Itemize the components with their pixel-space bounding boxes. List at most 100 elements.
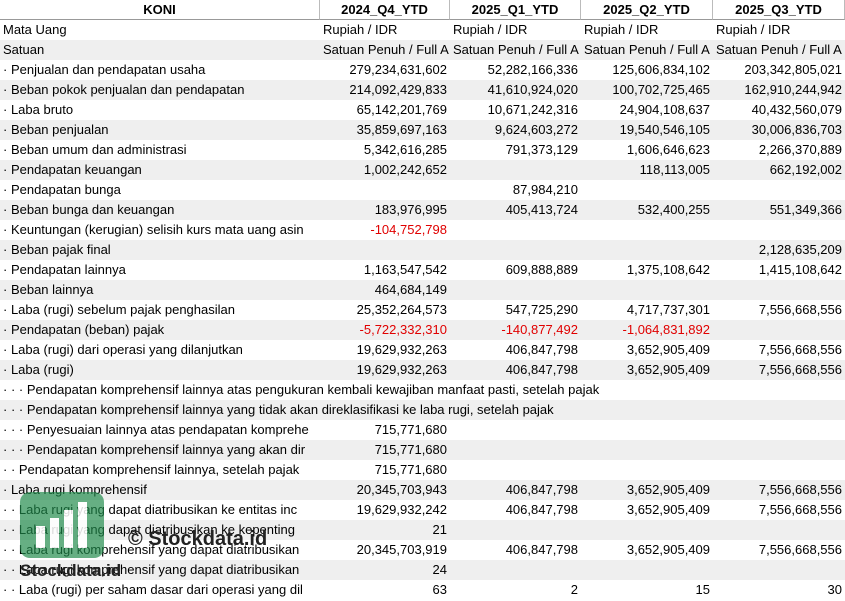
row-label: · · · Pendapatan komprehensif lainnya at…	[3, 382, 600, 397]
value-cell: 65,142,201,769	[356, 102, 447, 117]
table-row: · Laba (rugi) 19,629,932,263 406,847,798 3,…	[0, 360, 845, 380]
table-row: · · Laba rugi komprehensif yang dapat di…	[0, 540, 845, 560]
value-cell: 464,684,149	[374, 282, 447, 297]
watermark-logo	[20, 492, 104, 558]
value-cell: 406,847,798	[505, 362, 578, 377]
row-label: · Beban pajak final	[3, 242, 111, 257]
value-cell: 279,234,631,602	[349, 62, 447, 77]
table-row: · Pendapatan (beban) pajak -5,722,332,310…	[0, 320, 845, 340]
value-cell: 30	[827, 582, 842, 597]
value-cell: 25,352,264,573	[356, 302, 447, 317]
value-cell: 19,629,932,263	[356, 362, 447, 377]
value-cell: 2,128,635,209	[758, 242, 842, 257]
row-label: · · Laba rugi komprehensif yang dapat di…	[3, 562, 300, 577]
value-cell: -1,064,831,892	[622, 322, 710, 337]
value-cell: 662,192,002	[769, 162, 842, 177]
value-cell: Rupiah / IDR	[453, 22, 528, 37]
value-cell: 1,415,108,642	[758, 262, 842, 277]
value-cell: 21	[432, 522, 447, 537]
row-label: · Beban umum dan administrasi	[3, 142, 187, 157]
value-cell: 547,725,290	[505, 302, 578, 317]
value-cell: 406,847,798	[505, 342, 578, 357]
value-cell: 5,342,616,285	[363, 142, 447, 157]
value-cell: 7,556,668,556	[758, 362, 842, 377]
value-cell: 715,771,680	[374, 442, 447, 457]
value-cell: 20,345,703,919	[356, 542, 447, 557]
value-cell: 1,606,646,623	[626, 142, 710, 157]
value-cell: 791,373,129	[505, 142, 578, 157]
value-cell: 3,652,905,409	[626, 482, 710, 497]
row-label: Mata Uang	[3, 22, 67, 37]
value-cell: -140,877,492	[501, 322, 578, 337]
value-cell: 7,556,668,556	[758, 302, 842, 317]
value-cell: 10,671,242,316	[487, 102, 578, 117]
row-label: · Pendapatan lainnya	[3, 262, 126, 277]
table-row: Satuan Satuan Penuh / Full A Satuan Penuh …	[0, 40, 845, 60]
value-cell: 715,771,680	[374, 422, 447, 437]
value-cell: 406,847,798	[505, 542, 578, 557]
table-row: · · · Penyesuaian lainnya atas pendapata…	[0, 420, 845, 440]
row-label: · Laba (rugi)	[3, 362, 74, 377]
table-row: · Laba bruto 65,142,201,769 10,671,242,316…	[0, 100, 845, 120]
value-cell: Satuan Penuh / Full A	[323, 42, 449, 57]
watermark-text: © Stockdata.id	[128, 528, 268, 550]
table-row: · Penjualan dan pendapatan usaha 279,234,…	[0, 60, 845, 80]
row-label: · Beban penjualan	[3, 122, 109, 137]
row-label: · Laba bruto	[3, 102, 74, 117]
table-row: · Beban pajak final 2,128,635,209	[0, 240, 845, 260]
row-label: · Beban pokok penjualan dan pendapatan	[3, 82, 245, 97]
value-cell: 15	[695, 582, 710, 597]
value-cell: 52,282,166,336	[487, 62, 578, 77]
table-row: Mata Uang Rupiah / IDR Rupiah / IDR Rupiah …	[0, 20, 845, 40]
value-cell: 7,556,668,556	[758, 482, 842, 497]
value-cell: 609,888,889	[505, 262, 578, 277]
table-row: · Pendapatan keuangan 1,002,242,652 118,11…	[0, 160, 845, 180]
value-cell: 9,624,603,272	[494, 122, 578, 137]
value-cell: 551,349,366	[769, 202, 842, 217]
value-cell: 100,702,725,465	[612, 82, 710, 97]
value-cell: 3,652,905,409	[626, 342, 710, 357]
table-row: · · Laba (rugi) per saham dasar dari ope…	[0, 580, 845, 600]
table-row: · · · Pendapatan komprehensif lainnya ya…	[0, 440, 845, 460]
row-label: · Penjualan dan pendapatan usaha	[3, 62, 206, 77]
value-cell: 7,556,668,556	[758, 342, 842, 357]
table-row: · Beban penjualan 35,859,697,163 9,624,603…	[0, 120, 845, 140]
row-label: · Beban bunga dan keuangan	[3, 202, 175, 217]
header-cell: 2025_Q2_YTD	[581, 0, 713, 20]
table-row: · Beban lainnya 464,684,149	[0, 280, 845, 300]
value-cell: 118,113,005	[639, 162, 710, 177]
value-cell: Rupiah / IDR	[323, 22, 398, 37]
value-cell: Rupiah / IDR	[716, 22, 791, 37]
table-row: · Beban umum dan administrasi 5,342,616,2…	[0, 140, 845, 160]
value-cell: 203,342,805,021	[744, 62, 842, 77]
value-cell: 30,006,836,703	[751, 122, 842, 137]
value-cell: 7,556,668,556	[758, 542, 842, 557]
table-row: · Pendapatan lainnya 1,163,547,542 609,888…	[0, 260, 845, 280]
value-cell: 405,413,724	[505, 202, 578, 217]
value-cell: 35,859,697,163	[356, 122, 447, 137]
table-row: · · · Pendapatan komprehensif lainnya ya…	[0, 400, 845, 420]
value-cell: 1,163,547,542	[363, 262, 447, 277]
value-cell: 19,540,546,105	[619, 122, 710, 137]
value-cell: 532,400,255	[637, 202, 710, 217]
value-cell: 406,847,798	[505, 502, 578, 517]
table-row: · · Laba rugi komprehensif yang dapat di…	[0, 560, 845, 580]
value-cell: 2	[570, 582, 578, 597]
value-cell: 214,092,429,833	[349, 82, 447, 97]
value-cell: 183,976,995	[374, 202, 447, 217]
value-cell: 20,345,703,943	[356, 482, 447, 497]
value-cell: 2,266,370,889	[758, 142, 842, 157]
row-label: · Pendapatan keuangan	[3, 162, 142, 177]
value-cell: 1,375,108,642	[626, 262, 710, 277]
table-row: · Laba rugi komprehensif 20,345,703,943 40…	[0, 480, 845, 500]
header-cell: KONI	[0, 0, 320, 20]
value-cell: 7,556,668,556	[758, 502, 842, 517]
row-label: · Keuntungan (kerugian) selisih kurs mat…	[3, 222, 304, 237]
value-cell: 406,847,798	[505, 482, 578, 497]
value-cell: 125,606,834,102	[612, 62, 710, 77]
row-label: · Pendapatan (beban) pajak	[3, 322, 165, 337]
table-row: · Keuntungan (kerugian) selisih kurs mat…	[0, 220, 845, 240]
table-row: · Beban pokok penjualan dan pendapatan 21…	[0, 80, 845, 100]
